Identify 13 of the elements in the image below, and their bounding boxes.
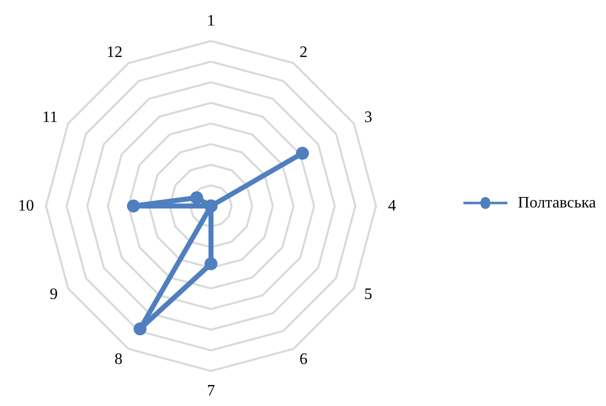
spoke-label: 2: [300, 44, 308, 62]
spoke-label: 10: [18, 198, 34, 214]
spoke-label: 3: [364, 109, 372, 126]
spoke-label: 8: [114, 350, 122, 368]
spoke-label: 6: [300, 350, 308, 368]
legend-label: Полтавська: [518, 194, 596, 212]
spoke-label: 7: [207, 382, 215, 400]
spoke-label: 1: [207, 12, 215, 30]
spoke-label: 12: [106, 44, 122, 62]
spoke-label: 9: [50, 286, 58, 303]
spoke-label: 4: [388, 198, 396, 214]
spoke-label: 11: [42, 109, 58, 126]
spoke-label: 5: [364, 286, 372, 303]
